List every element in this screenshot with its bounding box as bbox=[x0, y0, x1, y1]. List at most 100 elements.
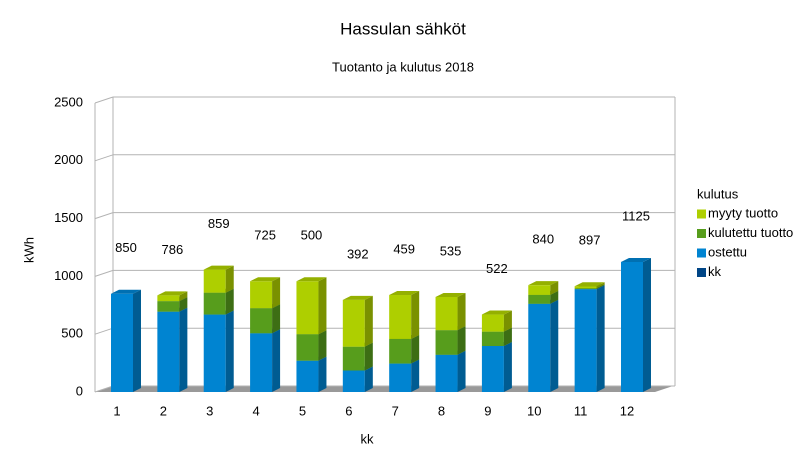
bar-side bbox=[318, 330, 327, 361]
grid-line bbox=[94, 327, 114, 335]
y-tick-label: 1000 bbox=[54, 268, 83, 283]
grid-line bbox=[94, 96, 114, 104]
bar-segment bbox=[157, 295, 180, 302]
chart-subtitle: Tuotanto ja kulutus 2018 bbox=[332, 59, 474, 74]
grid-line bbox=[94, 269, 114, 277]
bar-segment bbox=[574, 288, 597, 290]
bar-segment bbox=[574, 286, 597, 289]
x-tick-label: 3 bbox=[206, 403, 213, 418]
bar-side bbox=[179, 297, 188, 312]
bar-segment bbox=[157, 301, 180, 312]
bar-side bbox=[596, 282, 605, 289]
bar-segment bbox=[435, 354, 458, 392]
bar-top bbox=[621, 257, 651, 262]
bar-top bbox=[157, 291, 188, 296]
bar-segment bbox=[157, 311, 180, 392]
bar-side bbox=[596, 285, 605, 392]
bar-top bbox=[342, 295, 373, 300]
bar-segment bbox=[389, 363, 412, 392]
legend-title: kulutus bbox=[697, 186, 739, 201]
legend-swatch bbox=[697, 229, 706, 238]
bar-side bbox=[364, 342, 373, 371]
y-tick-label: 2000 bbox=[54, 152, 83, 167]
bar-side bbox=[272, 329, 281, 392]
bar-side bbox=[550, 290, 559, 304]
data-label: 725 bbox=[254, 228, 276, 243]
bar-segment bbox=[342, 370, 365, 392]
bar-side bbox=[364, 295, 373, 347]
legend-label: kulutettu tuotto bbox=[708, 225, 793, 240]
bar-side bbox=[457, 326, 466, 355]
x-tick-label: 6 bbox=[345, 403, 352, 418]
bar-segment bbox=[203, 314, 226, 392]
bar-segment bbox=[342, 299, 365, 347]
bar-side bbox=[550, 281, 559, 295]
bar-segment bbox=[435, 330, 458, 355]
bar-segment bbox=[481, 331, 504, 346]
legend-swatch bbox=[697, 268, 706, 277]
bar-segment bbox=[342, 346, 365, 371]
data-label: 859 bbox=[208, 216, 230, 231]
bar-side bbox=[550, 299, 559, 392]
bar-top bbox=[203, 265, 234, 270]
data-label: 897 bbox=[579, 233, 601, 248]
data-label: 392 bbox=[347, 246, 369, 261]
data-label: 535 bbox=[440, 243, 462, 258]
bar-side bbox=[411, 291, 420, 339]
bar-side bbox=[225, 288, 234, 315]
chart-title: Hassulan sähköt bbox=[340, 19, 466, 38]
bar-segment bbox=[481, 314, 504, 332]
bar-side bbox=[364, 366, 373, 392]
x-tick-label: 5 bbox=[299, 403, 306, 418]
x-tick-label: 7 bbox=[392, 403, 399, 418]
bar-segment bbox=[574, 289, 597, 392]
bar-segment bbox=[111, 293, 133, 392]
data-label: 850 bbox=[115, 240, 137, 255]
bar-segment bbox=[389, 338, 412, 364]
bar-top bbox=[528, 281, 559, 286]
y-tick-label: 1500 bbox=[54, 210, 83, 225]
bar-side bbox=[596, 284, 605, 290]
legend-swatch bbox=[697, 209, 706, 219]
y-axis-label: kWh bbox=[21, 237, 36, 263]
bar-top bbox=[111, 289, 141, 294]
bar-side bbox=[411, 359, 420, 392]
x-tick-label: 8 bbox=[438, 403, 445, 418]
bar-top bbox=[435, 292, 466, 297]
bar-side bbox=[318, 277, 327, 335]
grid-line bbox=[94, 154, 114, 162]
bar-top bbox=[481, 310, 512, 315]
bar-segment bbox=[203, 269, 226, 293]
data-label: 522 bbox=[486, 261, 508, 276]
bar-side bbox=[318, 356, 327, 392]
y-tick-label: 0 bbox=[76, 383, 83, 398]
bar-side bbox=[272, 304, 281, 334]
data-label: 1125 bbox=[622, 208, 650, 223]
bar-segment bbox=[528, 303, 551, 392]
legend-swatch bbox=[697, 248, 706, 258]
data-label: 500 bbox=[301, 228, 323, 243]
bar-side bbox=[643, 257, 651, 392]
bar-segment bbox=[528, 285, 551, 295]
bar-side bbox=[225, 265, 234, 293]
grid-line bbox=[94, 212, 114, 220]
bar-segment bbox=[250, 308, 273, 334]
bar-segment bbox=[296, 281, 319, 335]
x-axis-label: kk bbox=[361, 431, 375, 446]
legend-label: kk bbox=[708, 264, 722, 279]
bar-side bbox=[411, 334, 420, 364]
x-tick-label: 9 bbox=[484, 403, 491, 418]
x-tick-label: 1 bbox=[113, 403, 120, 418]
data-label: 459 bbox=[393, 241, 415, 256]
x-tick-label: 4 bbox=[252, 403, 259, 418]
bar-segment bbox=[296, 334, 319, 361]
bar-segment bbox=[389, 295, 412, 339]
bar-side bbox=[503, 310, 512, 332]
bar-segment bbox=[621, 261, 643, 392]
legend-label: ostettu bbox=[708, 244, 747, 259]
bar-segment bbox=[250, 333, 273, 392]
x-tick-label: 2 bbox=[160, 403, 167, 418]
bar-segment bbox=[481, 345, 504, 392]
bar-side bbox=[272, 277, 281, 309]
